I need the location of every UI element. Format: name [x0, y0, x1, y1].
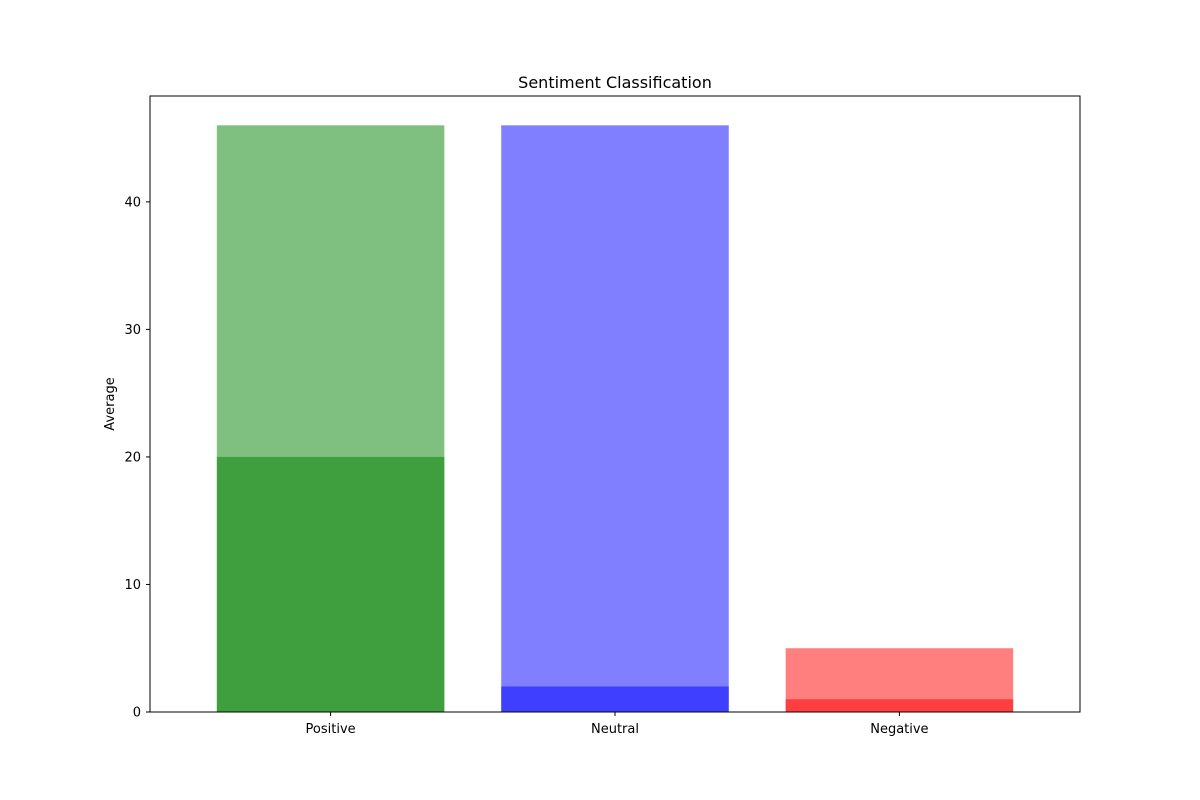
x-ticks-group: Positive Neutral Negative	[306, 712, 929, 737]
bar-neutral-series-2	[501, 686, 729, 712]
bars-group	[216, 125, 1014, 712]
y-ticks-group: 0 10 20 30 40	[124, 195, 150, 721]
y-axis-label: Average	[103, 377, 118, 430]
y-tick-label: 20	[124, 450, 141, 465]
y-tick-label: 10	[124, 578, 141, 593]
bar-positive-series-2	[216, 456, 445, 712]
bar-neutral-series-1	[501, 125, 729, 712]
y-tick-label: 40	[124, 195, 141, 210]
chart-title: Sentiment Classification	[518, 73, 712, 92]
x-tick-label-positive: Positive	[306, 722, 356, 737]
x-tick-label-neutral: Neutral	[591, 722, 639, 737]
bar-negative-series-2	[785, 699, 1014, 712]
y-tick-label: 0	[133, 706, 141, 721]
y-tick-label: 30	[124, 323, 141, 338]
x-tick-label-negative: Negative	[870, 722, 928, 737]
